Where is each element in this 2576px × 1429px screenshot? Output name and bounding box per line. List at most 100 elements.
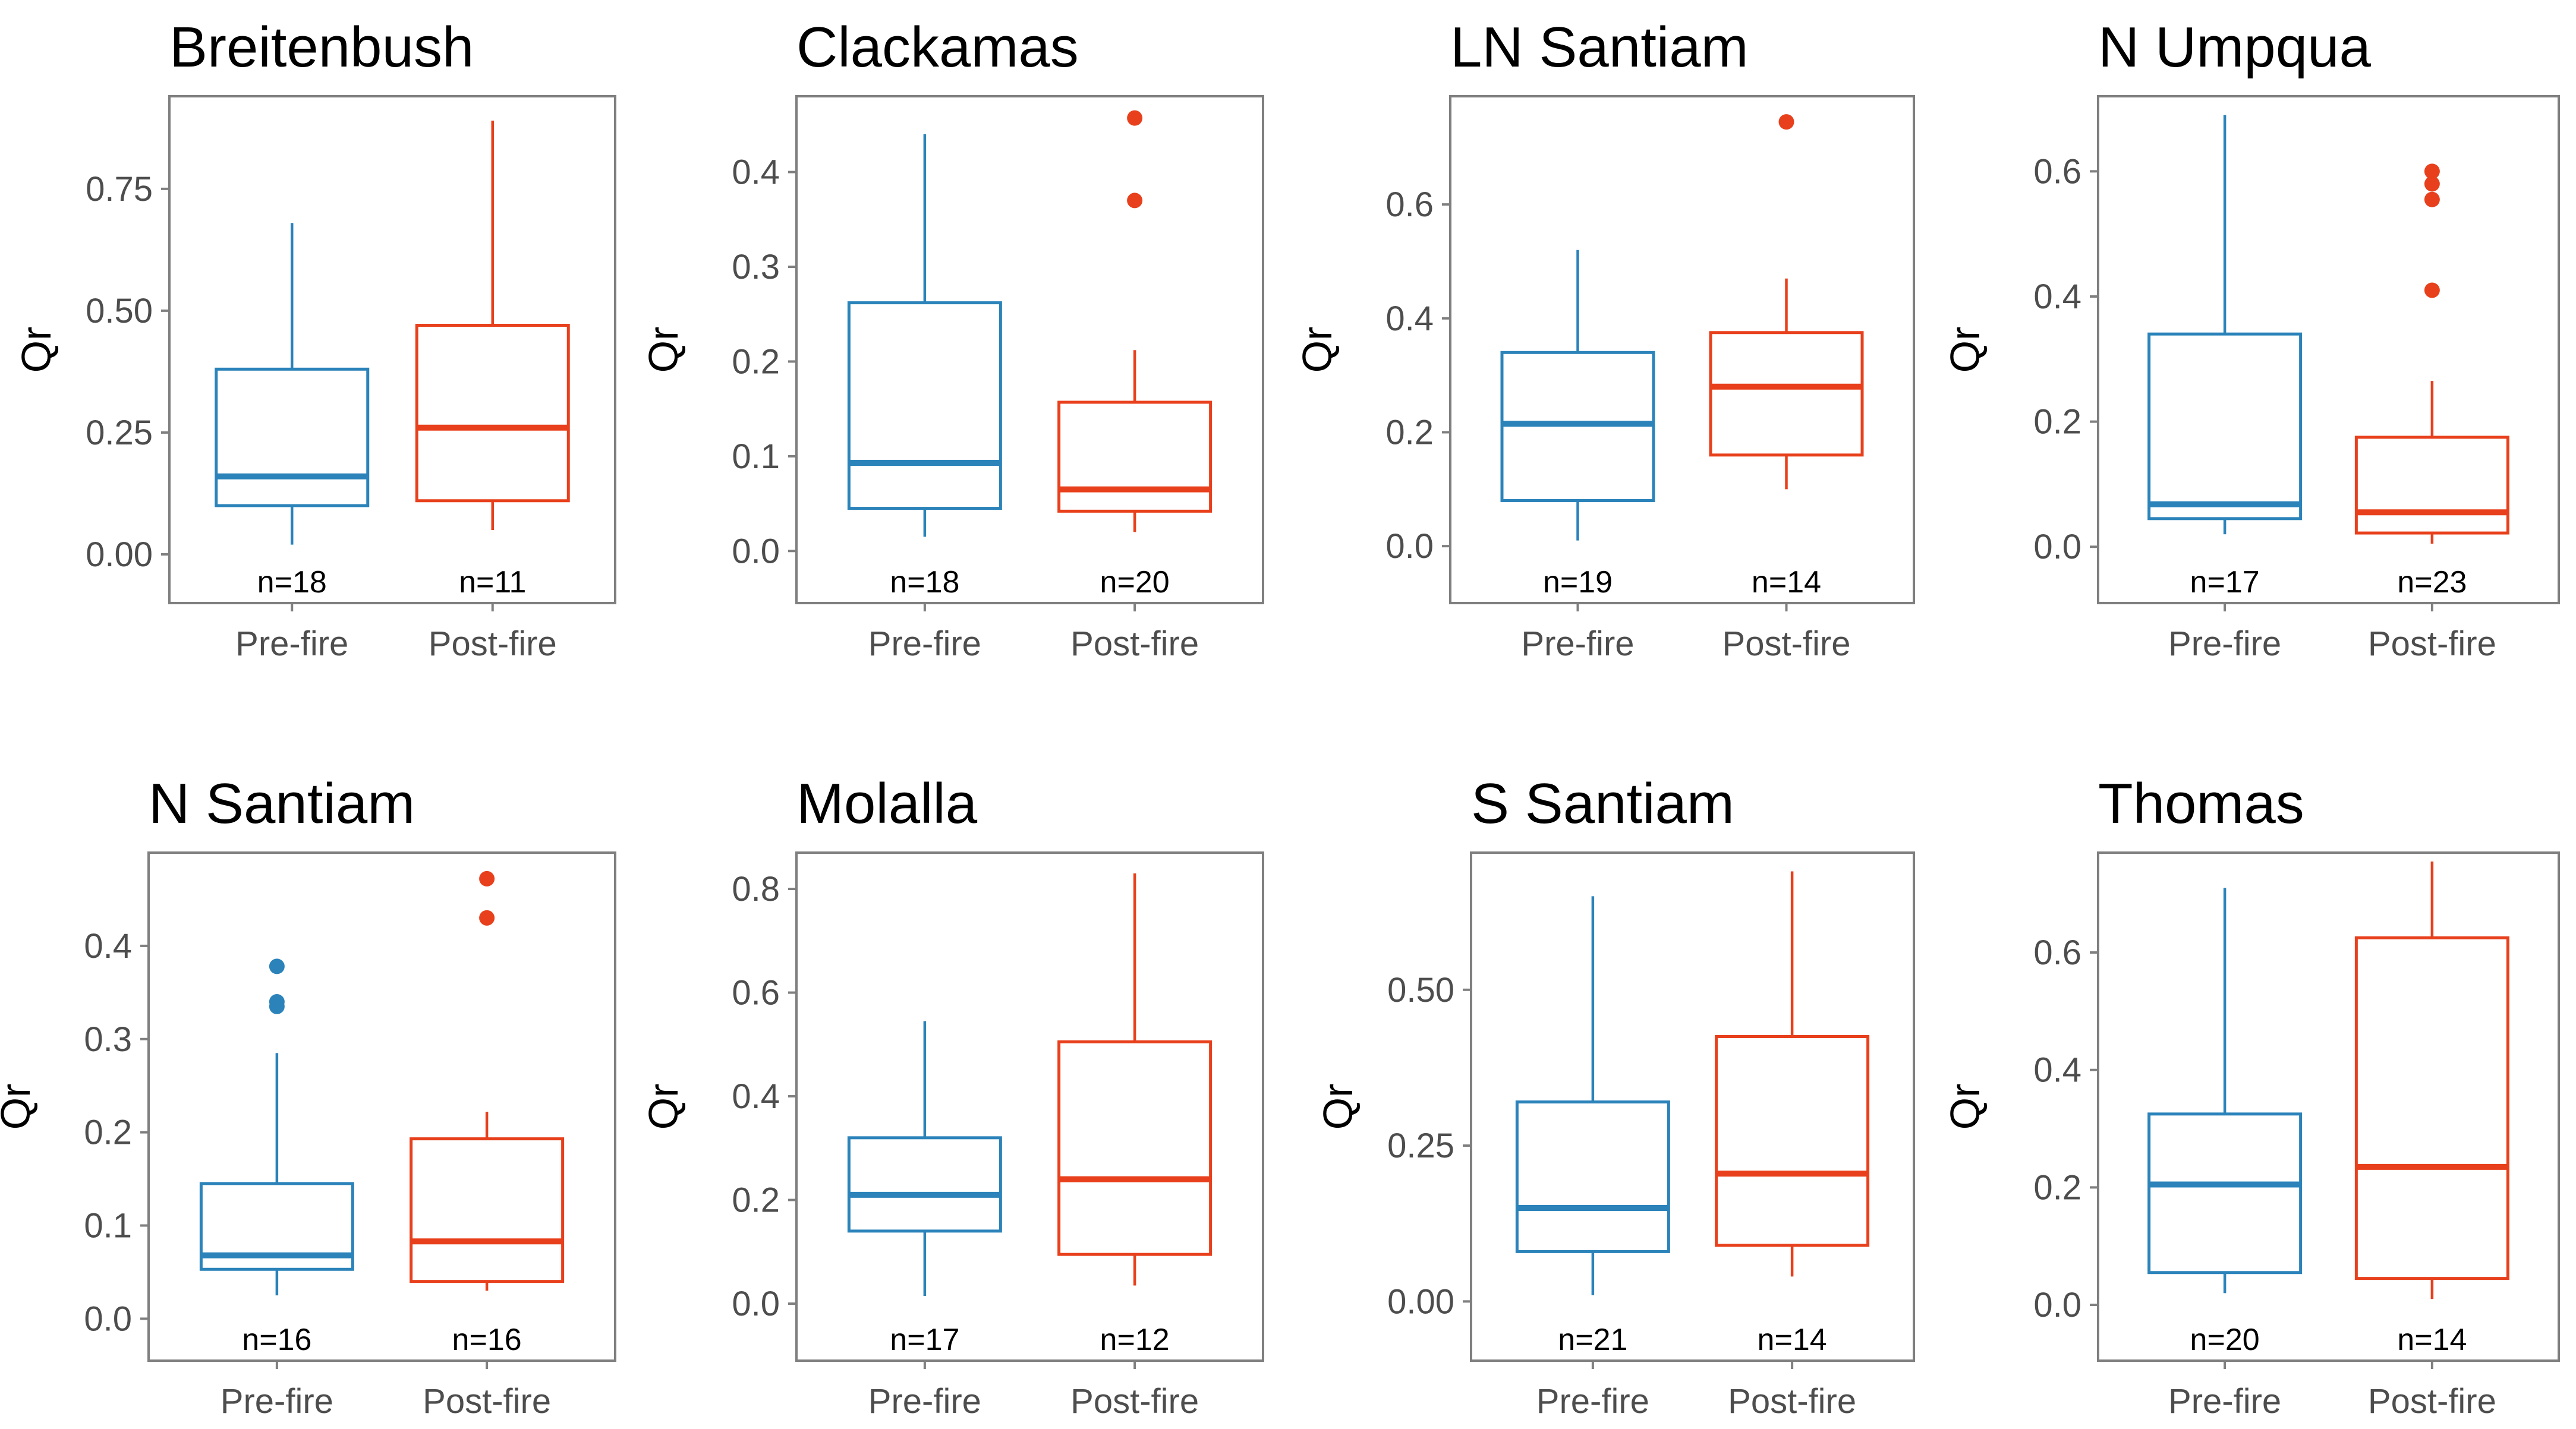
panel-frame [795, 851, 1264, 1362]
panel-ln-santiam: LN Santiam Qr 0.0 0.2 0.4 0.6 n=19 Pre-fire n=14… [1294, 15, 1915, 663]
y-tick-label: 0.2 [2033, 1168, 2081, 1207]
y-tick-label: 0.0 [2033, 528, 2081, 566]
y-tick-label: 0.0 [84, 1299, 132, 1338]
outlier-point [2424, 176, 2440, 192]
x-tick-label: Post-fire [429, 624, 557, 663]
outlier-point [1127, 193, 1143, 209]
y-tick-label: 0.00 [86, 535, 153, 574]
iqr-box [410, 1137, 565, 1283]
x-tick-label: Post-fire [1728, 1382, 1856, 1421]
panel-title: LN Santiam [1450, 15, 1749, 79]
y-tick-label: 0.50 [1387, 971, 1454, 1010]
sample-size-label: n=21 [1558, 1323, 1627, 1357]
outlier-point [479, 870, 495, 887]
sample-size-label: n=23 [2397, 565, 2467, 600]
x-tick-label: Pre-fire [2168, 1382, 2281, 1421]
sample-size-label: n=20 [1100, 565, 1170, 600]
y-tick-label: 0.6 [1385, 185, 1434, 224]
iqr-box [1057, 400, 1213, 513]
y-tick-label: 0.6 [2033, 933, 2081, 972]
panel-title: N Umpqua [2098, 15, 2371, 79]
x-tick-label: Pre-fire [868, 1382, 981, 1421]
panel-clackamas: Clackamas Qr 0.0 0.1 0.2 0.3 0.4 n=18 Pre-fire n=… [640, 15, 1264, 663]
y-tick-label: 0.1 [732, 437, 780, 476]
y-tick-label: 0.2 [84, 1113, 132, 1152]
y-tick-label: 0.3 [84, 1020, 132, 1059]
y-tick-label: 0.8 [732, 870, 780, 908]
panel-frame [795, 95, 1264, 604]
panel-title: S Santiam [1471, 772, 1734, 835]
x-tick-label: Pre-fire [1521, 624, 1634, 663]
y-axis-label: Qr [1315, 1084, 1361, 1130]
y-tick-label: 0.2 [732, 1181, 780, 1220]
sample-size-label: n=14 [1752, 565, 1821, 600]
box-pre-fire: n=21 [1515, 896, 1670, 1357]
y-tick-label: 0.0 [732, 1285, 780, 1323]
iqr-box [415, 323, 570, 503]
x-tick-label: Post-fire [1070, 1382, 1199, 1421]
panel-breitenbush: Breitenbush Qr 0.00 0.25 0.50 0.75 n=18 Pre-fir… [13, 15, 616, 663]
x-tick-label: Post-fire [2368, 624, 2496, 663]
y-tick-label: 0.75 [86, 170, 153, 209]
y-tick-label: 0.3 [732, 248, 780, 286]
outlier-point [269, 958, 285, 974]
box-pre-fire: n=17 [847, 1021, 1002, 1357]
iqr-box [2147, 1112, 2303, 1275]
y-tick-label: 0.25 [1387, 1127, 1454, 1165]
outlier-point [1127, 110, 1143, 126]
box-pre-fire: n=17 [2147, 115, 2303, 600]
panel-frame [1470, 851, 1915, 1362]
sample-size-label: n=14 [1758, 1323, 1827, 1357]
panel-title: Molalla [796, 772, 978, 835]
box-pre-fire: n=20 [2147, 888, 2303, 1357]
iqr-box [1057, 1040, 1213, 1256]
y-tick-label: 0.2 [732, 342, 780, 381]
box-post-fire: n=14 [1715, 871, 1870, 1357]
y-tick-label: 0.4 [1385, 299, 1434, 338]
x-tick-label: Pre-fire [868, 624, 981, 663]
iqr-box [1715, 1034, 1870, 1247]
box-post-fire: n=20 [1057, 110, 1213, 600]
sample-size-label: n=18 [890, 565, 959, 600]
sample-size-label: n=17 [2190, 565, 2260, 600]
panel-frame [147, 851, 616, 1362]
y-tick-label: 0.6 [732, 974, 780, 1012]
iqr-box [1709, 331, 1864, 457]
iqr-box [847, 1136, 1002, 1233]
sample-size-label: n=17 [890, 1323, 959, 1357]
x-tick-label: Pre-fire [1536, 1382, 1649, 1421]
outlier-point [479, 910, 495, 926]
y-tick-label: 0.0 [732, 532, 780, 570]
outlier-point [269, 998, 285, 1014]
y-axis-label: Qr [1942, 327, 1988, 373]
x-tick-label: Pre-fire [235, 624, 348, 663]
y-tick-label: 0.4 [732, 1077, 780, 1116]
y-axis-label: Qr [640, 1084, 686, 1130]
y-axis-label: Qr [0, 1084, 39, 1130]
panel-title: Thomas [2098, 772, 2304, 835]
panel-frame [2097, 851, 2560, 1362]
y-tick-label: 0.0 [1385, 527, 1434, 566]
y-tick-label: 0.6 [2033, 152, 2081, 191]
iqr-box [2147, 332, 2303, 521]
box-post-fire: n=14 [2354, 861, 2509, 1357]
x-tick-label: Post-fire [1070, 624, 1199, 663]
panel-n-umpqua: N Umpqua Qr 0.0 0.2 0.4 0.6 n=17 Pre-fire n=23 Po… [1942, 15, 2560, 663]
box-post-fire: n=12 [1057, 873, 1213, 1357]
iqr-box [847, 301, 1002, 510]
y-tick-label: 0.00 [1387, 1282, 1454, 1321]
sample-size-label: n=16 [452, 1323, 522, 1357]
panel-frame [1449, 95, 1915, 604]
panel-n-santiam: N Santiam Qr 0.0 0.1 0.2 0.3 0.4 n=16 Pre-fire n=… [0, 772, 616, 1421]
sample-size-label: n=18 [257, 565, 327, 600]
sample-size-label: n=16 [242, 1323, 311, 1357]
box-post-fire: n=14 [1709, 114, 1864, 600]
panel-title: Clackamas [796, 15, 1079, 79]
iqr-box [2354, 936, 2509, 1280]
box-post-fire: n=23 [2354, 163, 2509, 600]
iqr-box [1515, 1100, 1670, 1253]
sample-size-label: n=12 [1100, 1323, 1170, 1357]
y-axis-label: Qr [1294, 327, 1340, 373]
panel-frame [168, 95, 616, 604]
